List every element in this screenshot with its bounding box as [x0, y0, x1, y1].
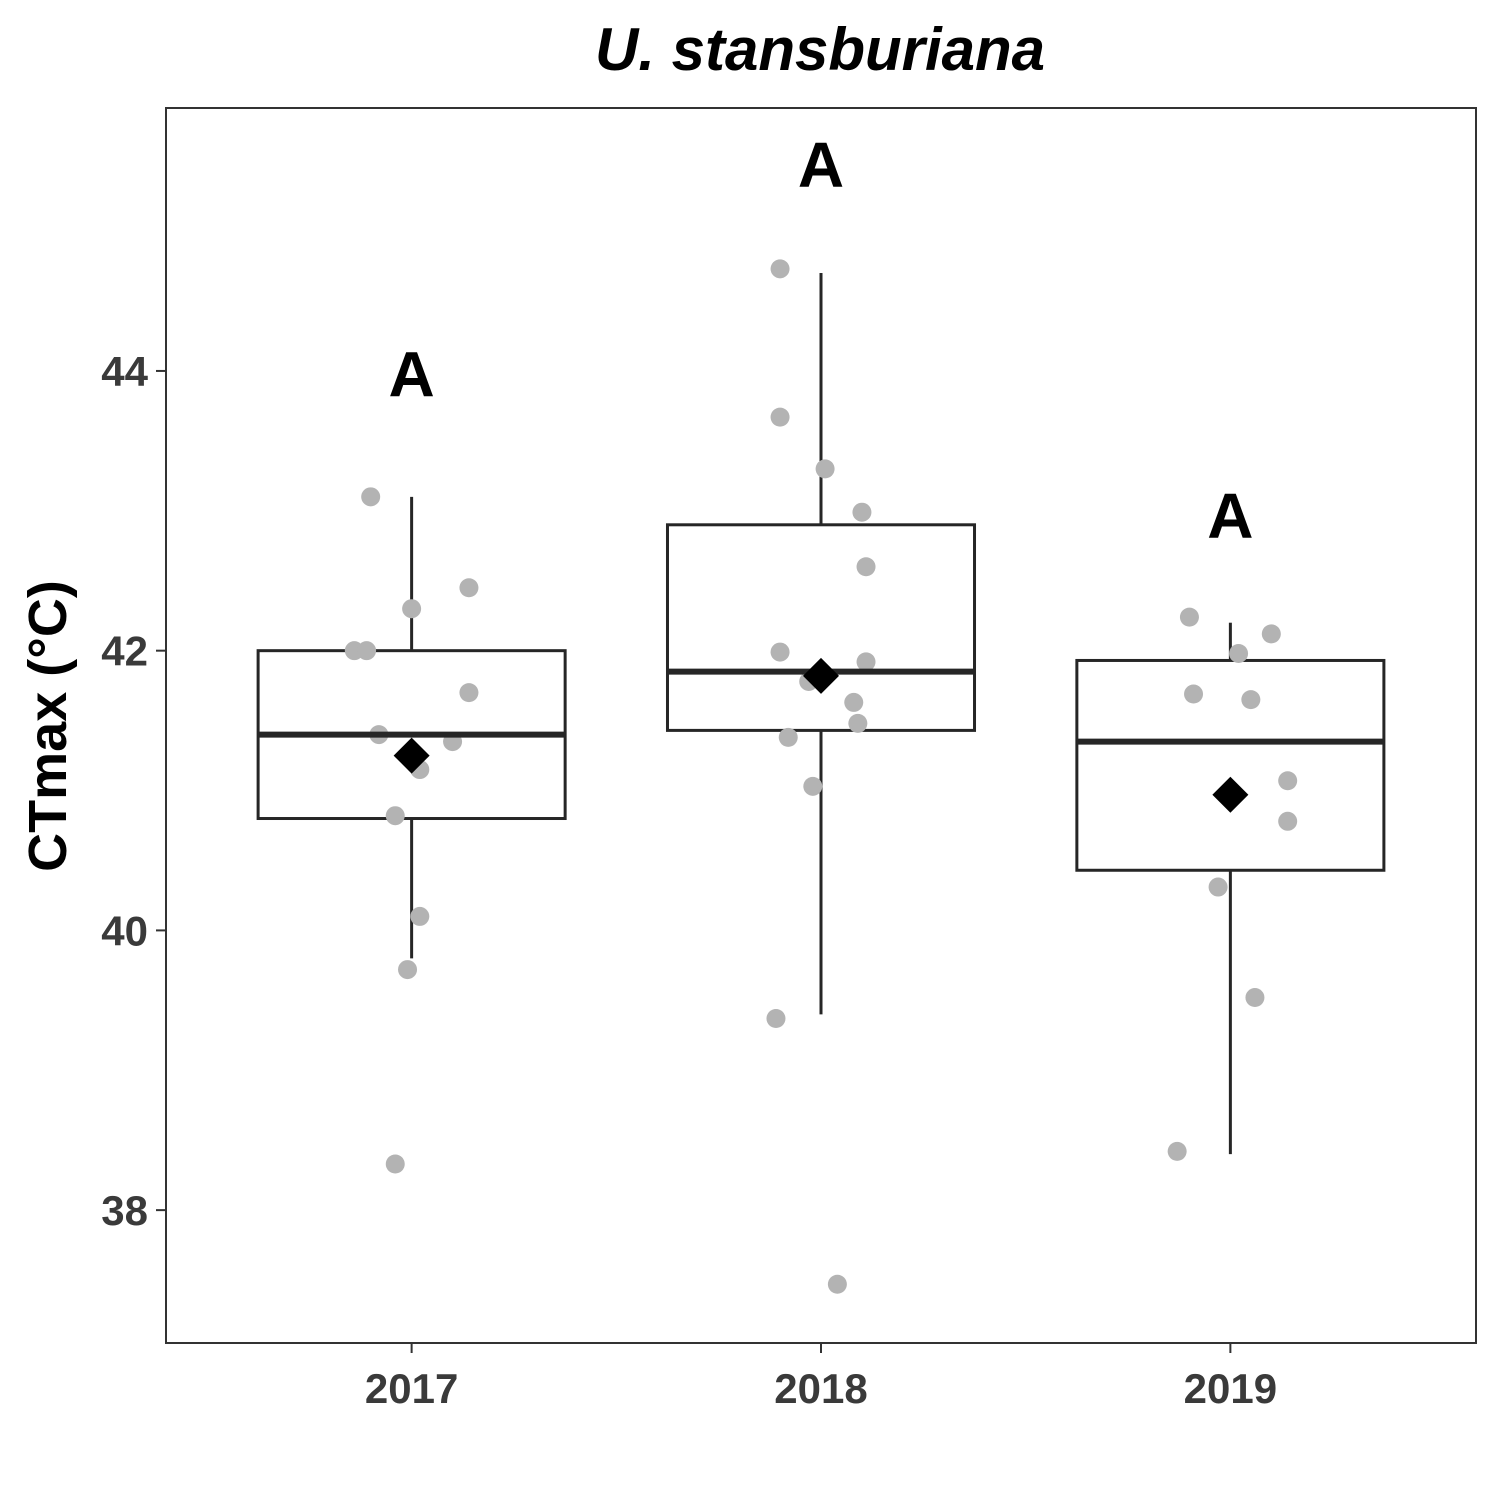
- data-point: [848, 713, 868, 733]
- data-point: [459, 578, 479, 598]
- y-axis-label: CTmax (°C): [18, 580, 78, 872]
- data-point: [1167, 1141, 1187, 1161]
- data-point: [398, 960, 418, 980]
- chart-title: U. stansburiana: [595, 16, 1045, 83]
- data-point: [1208, 877, 1228, 897]
- data-point: [1179, 607, 1199, 627]
- data-point: [410, 906, 430, 926]
- data-point: [856, 557, 876, 577]
- data-point: [1278, 811, 1298, 831]
- x-tick-label: 2019: [1184, 1365, 1277, 1412]
- box-iqr: [665, 523, 977, 732]
- data-point: [778, 727, 798, 747]
- data-point: [766, 1009, 786, 1029]
- box-iqr: [1075, 658, 1386, 872]
- y-tick-label: 38: [101, 1187, 148, 1234]
- data-point: [852, 502, 872, 522]
- data-point: [803, 776, 823, 796]
- mean-marker: [393, 737, 430, 774]
- data-point: [1184, 684, 1204, 704]
- significance-letter: A: [1207, 480, 1253, 552]
- significance-letter: A: [798, 129, 844, 201]
- data-point: [1245, 988, 1265, 1008]
- data-point: [1261, 624, 1281, 644]
- data-point: [1241, 690, 1261, 710]
- y-tick-label: 44: [101, 348, 148, 395]
- x-tick-label: 2018: [774, 1365, 867, 1412]
- x-tick-label: 2017: [365, 1365, 458, 1412]
- data-point: [385, 806, 405, 826]
- y-tick-label: 42: [101, 628, 148, 675]
- significance-letter: A: [389, 339, 435, 411]
- data-point: [357, 641, 377, 661]
- mean-marker: [803, 657, 839, 694]
- plot-layer: 38 40 42 44 2017 2018 2019 A A A: [101, 129, 1386, 1412]
- data-point: [1229, 643, 1249, 663]
- mean-marker: [1212, 776, 1249, 813]
- data-point: [815, 459, 835, 479]
- data-point: [770, 259, 790, 279]
- data-point: [385, 1154, 405, 1174]
- data-point: [459, 683, 479, 703]
- data-point: [770, 407, 790, 427]
- data-point: [770, 642, 790, 662]
- data-point: [402, 599, 422, 619]
- data-point: [856, 652, 876, 672]
- y-tick-label: 40: [101, 907, 148, 954]
- data-point: [361, 487, 381, 507]
- data-point: [1278, 771, 1298, 791]
- data-point: [844, 692, 864, 712]
- data-point: [827, 1274, 847, 1294]
